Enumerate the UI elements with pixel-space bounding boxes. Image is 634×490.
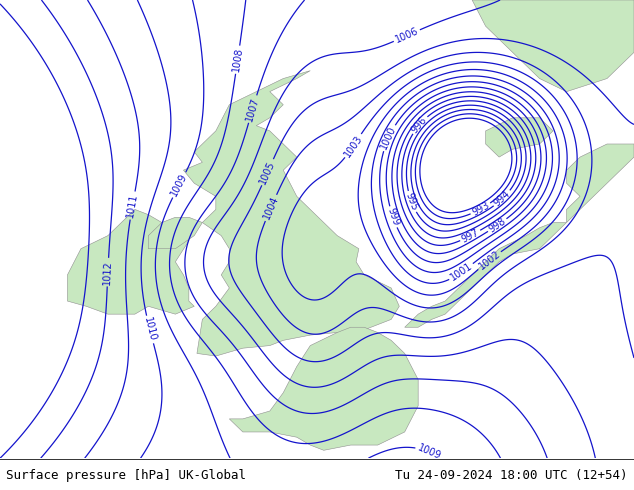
Polygon shape xyxy=(567,144,634,222)
Text: 997: 997 xyxy=(460,227,481,245)
Text: 1003: 1003 xyxy=(342,133,365,159)
Text: 1004: 1004 xyxy=(261,195,280,221)
Polygon shape xyxy=(404,222,567,327)
Text: 1009: 1009 xyxy=(169,172,190,198)
Polygon shape xyxy=(230,327,418,450)
Text: 1002: 1002 xyxy=(477,249,502,272)
Polygon shape xyxy=(148,217,202,249)
Text: Surface pressure [hPa] UK-Global: Surface pressure [hPa] UK-Global xyxy=(6,469,247,482)
Text: 998: 998 xyxy=(487,216,508,235)
Text: 1007: 1007 xyxy=(244,96,261,122)
Text: 1006: 1006 xyxy=(394,26,420,45)
Polygon shape xyxy=(183,71,399,356)
Text: 1010: 1010 xyxy=(142,317,158,343)
Text: 1001: 1001 xyxy=(448,261,474,283)
Polygon shape xyxy=(486,118,553,157)
Text: 993: 993 xyxy=(470,200,491,218)
Text: Tu 24-09-2024 18:00 UTC (12+54): Tu 24-09-2024 18:00 UTC (12+54) xyxy=(395,469,628,482)
Text: 1008: 1008 xyxy=(231,47,244,73)
Text: 994: 994 xyxy=(492,189,512,209)
Text: 1005: 1005 xyxy=(258,159,277,186)
Text: 1011: 1011 xyxy=(126,193,139,219)
Text: 995: 995 xyxy=(404,191,420,212)
Text: 999: 999 xyxy=(385,207,401,227)
Text: 1000: 1000 xyxy=(379,124,398,151)
Polygon shape xyxy=(67,209,194,314)
Text: 1012: 1012 xyxy=(102,260,113,285)
Polygon shape xyxy=(472,0,634,92)
Text: 1009: 1009 xyxy=(416,442,443,461)
Text: 996: 996 xyxy=(410,115,429,135)
